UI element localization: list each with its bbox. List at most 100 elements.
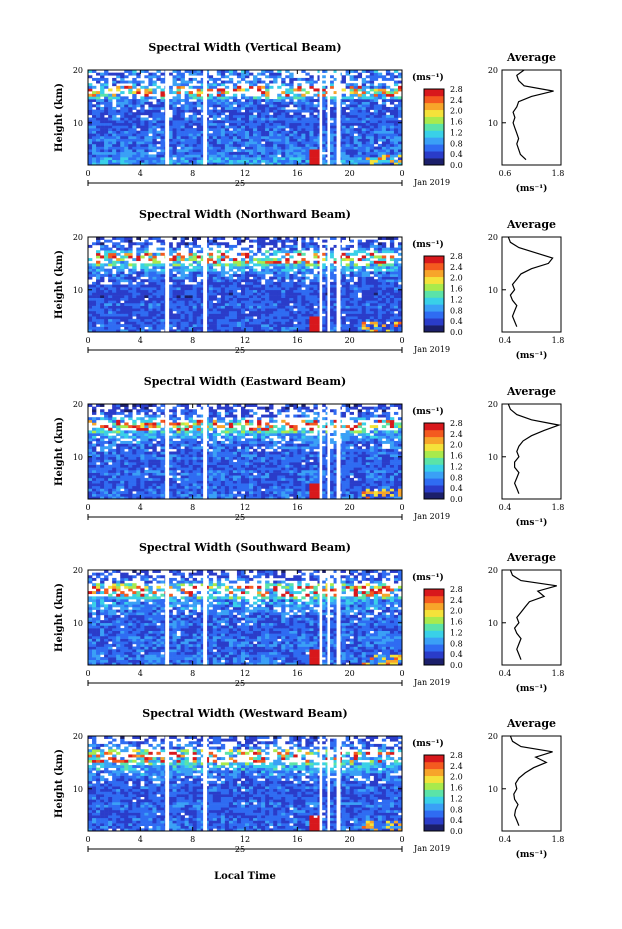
heatmap-cell: [389, 297, 395, 301]
heatmap-cell: [369, 122, 375, 126]
heatmap-cell: [245, 260, 250, 264]
heatmap-cell: [96, 117, 101, 121]
heatmap-cell: [393, 143, 399, 147]
heatmap-cell: [160, 125, 165, 129]
heatmap-cell: [200, 91, 206, 95]
heatmap-cell: [381, 295, 387, 298]
heatmap-cell: [156, 316, 161, 320]
heatmap-cell: [297, 321, 302, 325]
heatmap-cell: [305, 91, 310, 95]
heatmap-cell: [365, 271, 371, 275]
heatmap-cell: [245, 292, 250, 296]
heatmap-cell: [88, 101, 93, 105]
heatmap-cell: [305, 318, 310, 322]
y-tick-label: 10: [73, 119, 83, 128]
heatmap-cell: [329, 112, 334, 116]
heatmap-cell: [96, 260, 101, 264]
heatmap-cell: [285, 297, 290, 301]
heatmap-cell: [277, 106, 282, 110]
heatmap-cell: [208, 138, 214, 142]
heatmap-cell: [212, 85, 218, 89]
heatmap-cell: [96, 162, 101, 166]
heatmap-cell: [148, 302, 153, 306]
heatmap-cell: [333, 237, 338, 240]
heatmap-cell: [369, 72, 375, 76]
heatmap-cell: [357, 125, 363, 129]
heatmap-cell: [373, 75, 379, 79]
heatmap-cell: [341, 493, 346, 497]
heatmap-cell: [200, 255, 206, 259]
heatmap-cell: [333, 151, 338, 155]
heatmap-cell: [269, 305, 274, 309]
heatmap-cell: [353, 122, 359, 126]
heatmap-cell: [240, 252, 246, 256]
heatmap-cell: [208, 101, 214, 105]
heatmap-cell: [305, 106, 310, 110]
heatmap-cell: [345, 143, 350, 147]
heatmap-cell: [377, 329, 383, 333]
heatmap-cell: [285, 258, 290, 262]
heatmap-cell: [184, 284, 189, 288]
heatmap-cell: [96, 99, 101, 102]
heatmap-cell: [269, 310, 274, 314]
heatmap-cell: [116, 80, 121, 84]
heatmap-cell: [128, 154, 133, 158]
heatmap-cell: [100, 329, 105, 333]
heatmap-cell: [228, 135, 234, 139]
heatmap-cell: [160, 316, 165, 320]
heatmap-cell: [224, 297, 230, 301]
heatmap-cell: [196, 313, 202, 317]
heatmap-cell: [281, 91, 286, 95]
heatmap-cell: [261, 295, 266, 298]
heatmap-cell: [349, 308, 354, 312]
heatmap-cell: [281, 281, 286, 285]
heatmap-cell: [309, 281, 314, 285]
heatmap-cell: [196, 287, 202, 291]
heatmap-cell: [261, 316, 266, 320]
heatmap-cell: [124, 143, 129, 147]
heatmap-cell: [192, 324, 197, 328]
heatmap-cell: [341, 154, 346, 158]
heatmap-cell: [273, 80, 278, 84]
heatmap-cell: [249, 305, 254, 309]
heatmap-cell: [172, 491, 177, 495]
heatmap-cell: [160, 271, 165, 275]
heatmap-cell: [140, 287, 145, 291]
heatmap-cell: [273, 316, 278, 320]
heatmap-cell: [253, 96, 258, 100]
heatmap-cell: [148, 101, 153, 105]
heatmap-cell: [140, 244, 145, 248]
heatmap-cell: [377, 151, 383, 155]
heatmap-cell: [381, 326, 387, 330]
heatmap-cell: [297, 252, 302, 256]
heatmap-cell: [353, 295, 359, 298]
heatmap-cell: [96, 316, 101, 320]
heatmap-cell: [369, 318, 375, 322]
heatmap-cell: [361, 268, 367, 272]
heatmap-cell: [349, 271, 354, 275]
heatmap-cell: [216, 146, 222, 150]
heatmap-cell: [321, 287, 326, 291]
heatmap-cell: [361, 70, 367, 73]
heatmap-cell: [281, 271, 286, 275]
heatmap-cell: [261, 273, 266, 277]
heatmap-cell: [108, 149, 113, 153]
heatmap-cell: [232, 279, 238, 283]
heatmap-cell: [136, 154, 141, 158]
heatmap-cell: [108, 162, 113, 166]
heatmap-cell: [192, 310, 197, 314]
heatmap-cell: [100, 268, 105, 272]
heatmap-cell: [128, 88, 133, 92]
heatmap-cell: [389, 122, 395, 126]
heatmap-cell: [265, 151, 270, 155]
heatmap-cell: [220, 93, 226, 97]
heatmap-cell: [305, 128, 310, 131]
heatmap-cell: [329, 318, 334, 322]
heatmap-cell: [180, 162, 185, 166]
heatmap-cell: [253, 149, 258, 153]
heatmap-cell: [148, 120, 153, 124]
heatmap-cell: [180, 316, 185, 320]
heatmap-cell: [365, 151, 371, 155]
heatmap-cell: [381, 247, 387, 251]
heatmap-cell: [220, 318, 226, 322]
